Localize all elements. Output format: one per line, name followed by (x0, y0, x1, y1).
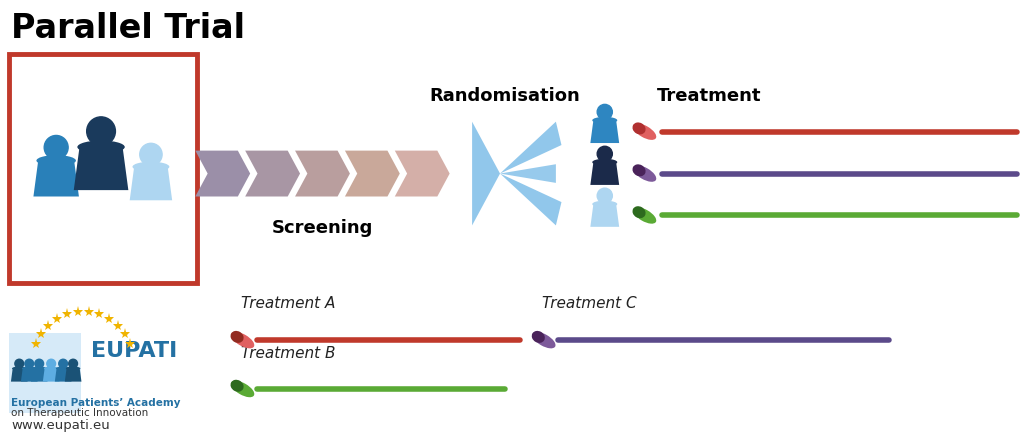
Ellipse shape (132, 162, 169, 172)
Polygon shape (130, 167, 172, 200)
Ellipse shape (531, 331, 545, 343)
Ellipse shape (32, 366, 46, 371)
Circle shape (35, 359, 44, 368)
Ellipse shape (230, 331, 244, 343)
Ellipse shape (44, 366, 58, 371)
Text: EUPATI: EUPATI (91, 341, 177, 361)
Circle shape (597, 146, 612, 161)
Circle shape (597, 188, 612, 203)
Ellipse shape (633, 206, 645, 218)
Ellipse shape (592, 201, 617, 207)
Circle shape (87, 117, 116, 145)
Ellipse shape (633, 123, 656, 140)
Text: Treatment: Treatment (657, 87, 762, 105)
Polygon shape (500, 164, 556, 183)
Circle shape (44, 135, 69, 159)
Ellipse shape (231, 332, 254, 349)
Polygon shape (295, 151, 350, 197)
Circle shape (139, 143, 162, 166)
Ellipse shape (12, 366, 27, 371)
Ellipse shape (633, 207, 656, 224)
Polygon shape (591, 204, 620, 227)
Polygon shape (34, 161, 79, 197)
Ellipse shape (633, 164, 645, 176)
Text: Treatment A: Treatment A (241, 296, 335, 311)
Polygon shape (43, 368, 59, 381)
Ellipse shape (22, 366, 37, 371)
Polygon shape (395, 151, 450, 197)
Polygon shape (500, 122, 561, 174)
Polygon shape (55, 368, 72, 381)
Ellipse shape (592, 159, 617, 166)
Circle shape (58, 359, 68, 368)
Polygon shape (472, 122, 500, 225)
Ellipse shape (592, 117, 617, 124)
Polygon shape (345, 151, 399, 197)
Polygon shape (74, 147, 128, 190)
Polygon shape (196, 151, 250, 197)
Polygon shape (500, 174, 561, 225)
Polygon shape (245, 151, 300, 197)
Polygon shape (20, 368, 38, 381)
Polygon shape (31, 368, 47, 381)
Circle shape (15, 359, 24, 368)
Circle shape (597, 104, 612, 119)
Circle shape (69, 359, 78, 368)
Ellipse shape (532, 332, 556, 349)
Text: www.eupati.eu: www.eupati.eu (11, 419, 110, 432)
FancyBboxPatch shape (9, 54, 197, 283)
Text: Randomisation: Randomisation (430, 87, 581, 105)
Ellipse shape (78, 141, 125, 154)
Ellipse shape (230, 380, 244, 392)
Polygon shape (65, 368, 82, 381)
Ellipse shape (231, 381, 254, 397)
Polygon shape (591, 120, 620, 143)
Circle shape (47, 359, 55, 368)
Polygon shape (591, 162, 620, 185)
Text: on Therapeutic Innovation: on Therapeutic Innovation (11, 408, 148, 418)
Ellipse shape (633, 165, 656, 182)
Text: European Patients’ Academy: European Patients’ Academy (11, 398, 181, 408)
Text: Treatment C: Treatment C (542, 296, 637, 311)
Text: Parallel Trial: Parallel Trial (11, 12, 246, 45)
Text: Treatment B: Treatment B (241, 346, 335, 361)
Ellipse shape (66, 366, 80, 371)
FancyBboxPatch shape (9, 333, 81, 413)
Text: Screening: Screening (271, 220, 373, 237)
Circle shape (25, 359, 34, 368)
Ellipse shape (633, 122, 645, 135)
Ellipse shape (56, 366, 71, 371)
Ellipse shape (37, 155, 76, 166)
Polygon shape (11, 368, 28, 381)
